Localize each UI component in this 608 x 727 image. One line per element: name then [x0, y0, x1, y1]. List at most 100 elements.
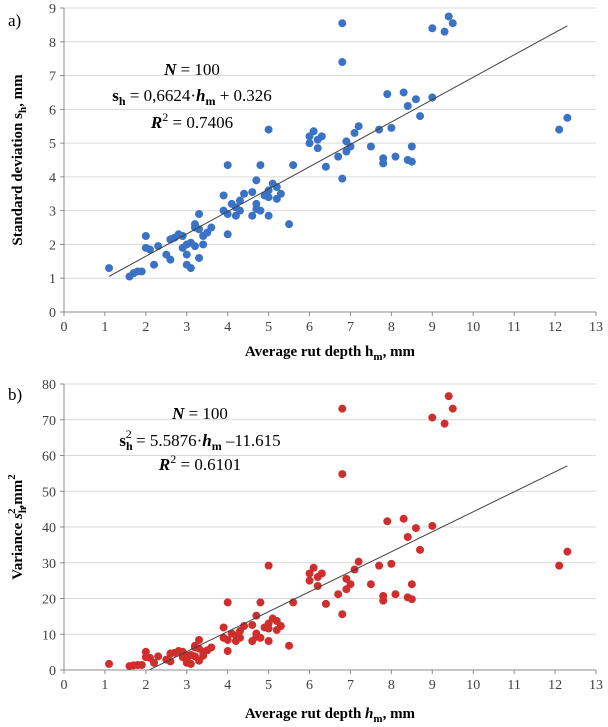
chart-a-data-point [240, 189, 249, 198]
chart-a-data-point [334, 152, 343, 161]
chart-a-data-point [150, 260, 159, 269]
chart-a-y-tick-label: 7 [49, 70, 56, 85]
chart-b-data-point [240, 622, 249, 631]
chart-a-data-point [105, 264, 114, 273]
chart-a-y-tick-label: 9 [49, 2, 56, 17]
chart-b-x-tick-label: 1 [101, 678, 108, 693]
chart-a-data-point [387, 123, 396, 132]
chart-b-regression-equation: sh2 = 5.5876·hm –11.615 [119, 427, 280, 453]
chart-a-x-tick-label: 8 [388, 320, 395, 335]
chart-a-data-point [444, 12, 453, 21]
chart-a-data-point [403, 101, 412, 110]
chart-b-y-tick-label: 70 [42, 414, 56, 429]
chart-a-data-point [195, 253, 204, 262]
chart-b-data-point [219, 623, 228, 632]
chart-a-y-tick-label: 4 [49, 171, 56, 186]
chart-b-x-tick-label: 3 [183, 678, 190, 693]
chart-b-data-point [141, 647, 150, 656]
chart-b-data-point [354, 557, 363, 566]
chart-b-x-tick-label: 13 [589, 678, 603, 693]
chart-b-data-point [195, 635, 204, 644]
chart-b-data-point [428, 521, 437, 530]
chart-a-data-point [166, 255, 175, 264]
chart-a-data-point [407, 142, 416, 151]
chart-a-x-tick-label: 6 [306, 320, 313, 335]
chart-a-x-tick-label: 12 [548, 320, 562, 335]
chart-a-x-tick-label: 3 [183, 320, 190, 335]
chart-a-data-point [276, 189, 285, 198]
chart-b-data-point [256, 633, 265, 642]
chart-b-data-point [235, 633, 244, 642]
chart-b-data-point [137, 660, 146, 669]
chart-a-panel-label: a) [8, 11, 21, 30]
chart-a-x-tick-label: 10 [466, 320, 480, 335]
chart-a-x-tick-label: 5 [265, 320, 272, 335]
chart-a-data-point [235, 196, 244, 205]
chart-a-data-point [182, 250, 191, 259]
chart-a-data-point [563, 113, 572, 122]
chart-a-data-point [338, 58, 347, 67]
chart-b-data-point [346, 580, 355, 589]
chart-a-data-point [190, 242, 199, 251]
chart-a-data-point [428, 93, 437, 102]
chart-a-data-point [313, 144, 322, 153]
chart-b-y-tick-label: 30 [42, 557, 56, 572]
chart-b-y-tick-label: 10 [42, 628, 56, 643]
chart-a-data-point [354, 122, 363, 131]
chart-a-x-tick-label: 9 [429, 320, 436, 335]
chart-a-y-tick-label: 8 [49, 36, 56, 51]
chart-b-y-tick-label: 40 [42, 521, 56, 536]
chart-b-data-point [366, 580, 375, 589]
chart-a-data-point [186, 264, 195, 273]
chart-a-x-tick-label: 13 [589, 320, 603, 335]
chart-a-n-annotation: N = 100 [163, 60, 220, 79]
chart-b-panel-label: b) [8, 385, 22, 404]
chart-a-data-point [338, 174, 347, 183]
chart-b-data-point [264, 637, 273, 646]
chart-b-data-point [379, 596, 388, 605]
chart-b-data-point [305, 576, 314, 585]
chart-b-data-point [407, 580, 416, 589]
chart-b-data-point [150, 658, 159, 667]
chart-a-data-point [555, 125, 564, 134]
chart-b-data-point [334, 590, 343, 599]
chart-a-data-point [309, 127, 318, 136]
chart-b-x-tick-label: 8 [388, 678, 395, 693]
chart-b-x-tick-label: 2 [142, 678, 149, 693]
chart-a-data-point [264, 211, 273, 220]
chart-b-data-point [383, 517, 392, 526]
chart-a-data-point [383, 90, 392, 99]
chart-a-data-point [448, 19, 457, 28]
chart-b-y-tick-label: 20 [42, 593, 56, 608]
chart-a-y-tick-label: 5 [49, 137, 56, 152]
chart-b-data-point [387, 559, 396, 568]
chart-a-data-point [399, 88, 408, 97]
chart-b-y-tick-label: 80 [42, 378, 56, 393]
chart-b-x-tick-label: 6 [306, 678, 313, 693]
chart-a-data-point [391, 152, 400, 161]
chart-a-data-point [346, 142, 355, 151]
chart-a-data-point [235, 206, 244, 215]
chart-a-x-axis-label: Average rut depth hm, mm [245, 344, 416, 363]
chart-a-data-point [154, 242, 163, 251]
chart-b-data-point [428, 413, 437, 422]
chart-a-data-point [407, 157, 416, 166]
chart-a-data-point [416, 112, 425, 121]
chart-a-data-point [223, 230, 232, 239]
chart-b-data-point [105, 659, 114, 668]
chart-a-data-point [317, 132, 326, 141]
chart-b-data-point [317, 569, 326, 578]
chart-b-data-point [416, 545, 425, 554]
chart-b-data-point [207, 643, 216, 652]
chart-b-data-point [375, 561, 384, 570]
chart-a-y-tick-label: 1 [49, 272, 56, 287]
chart-b-data-point [256, 598, 265, 607]
chart-a-data-point [289, 161, 298, 170]
chart-a-data-point [145, 245, 154, 254]
chart-a-data-point [207, 223, 216, 232]
chart-b-trendline [149, 465, 568, 671]
chart-a-data-point [440, 27, 449, 36]
chart-b-data-point [407, 595, 416, 604]
chart-a-data-point [321, 162, 330, 171]
